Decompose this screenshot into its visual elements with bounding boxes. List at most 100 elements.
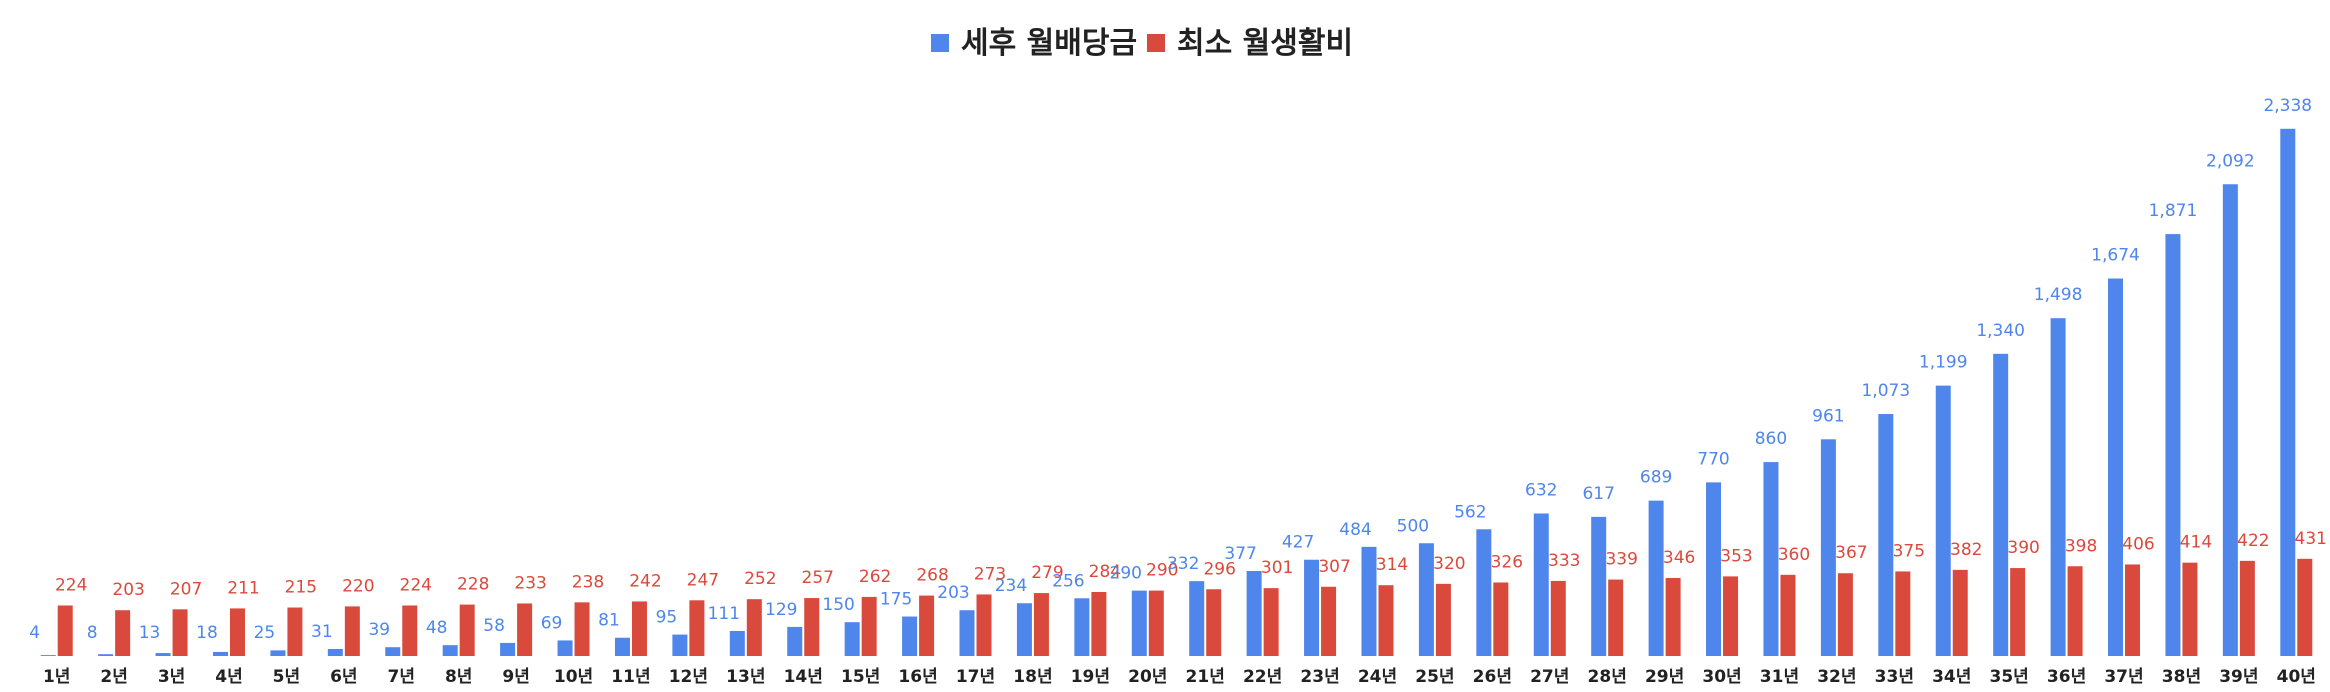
x-tick-label: 22년 [1243, 667, 1282, 687]
data-label-living-cost: 211 [227, 578, 259, 598]
data-label-dividend: 13 [139, 623, 161, 643]
bar-dividend [1648, 500, 1664, 656]
bar-dividend [2108, 278, 2124, 656]
bar-living-cost [631, 601, 647, 656]
legend-swatch-dividend [931, 34, 949, 52]
bar-living-cost [976, 594, 992, 656]
bar-dividend [155, 653, 171, 656]
data-label-dividend: 562 [1454, 502, 1486, 522]
data-label-living-cost: 314 [1376, 555, 1408, 575]
bar-living-cost [1378, 585, 1394, 656]
bar-living-cost [344, 606, 360, 656]
data-label-living-cost: 367 [1835, 543, 1867, 563]
x-tick-label: 11년 [611, 667, 650, 687]
data-label-living-cost: 279 [1031, 563, 1063, 583]
bar-living-cost [1550, 580, 1566, 656]
data-label-living-cost: 290 [1146, 561, 1178, 581]
x-tick-label: 8년 [445, 667, 472, 687]
bar-dividend [1246, 570, 1262, 656]
bar-living-cost [746, 599, 762, 656]
bar-living-cost [574, 602, 590, 656]
bar-dividend [557, 640, 573, 656]
bar-living-cost [2125, 564, 2141, 656]
data-label-living-cost: 414 [2180, 533, 2212, 553]
data-label-living-cost: 203 [112, 580, 144, 600]
legend-swatch-living-cost [1147, 34, 1165, 52]
data-label-dividend: 1,674 [2091, 246, 2140, 266]
legend-label-living-cost: 최소 월생활비 [1177, 26, 1353, 61]
bar-dividend [1189, 581, 1205, 656]
data-label-dividend: 256 [1052, 571, 1084, 591]
data-label-living-cost: 224 [55, 575, 87, 595]
data-label-living-cost: 233 [514, 573, 546, 593]
x-tick-label: 7년 [388, 667, 415, 687]
data-label-dividend: 111 [708, 604, 740, 624]
bar-living-cost [229, 608, 245, 656]
x-tick-label: 17년 [956, 667, 995, 687]
x-tick-label: 36년 [2047, 667, 2086, 687]
x-tick-label: 39년 [2219, 667, 2258, 687]
bar-dividend [1878, 414, 1894, 656]
bar-dividend [98, 654, 114, 656]
x-tick-label: 33년 [1875, 667, 1914, 687]
data-label-dividend: 500 [1397, 516, 1429, 536]
data-label-living-cost: 346 [1663, 548, 1695, 568]
data-label-living-cost: 390 [2007, 538, 2039, 558]
x-tick-label: 14년 [784, 667, 823, 687]
bar-dividend [1591, 516, 1607, 656]
data-label-dividend: 427 [1282, 533, 1314, 553]
bar-dividend [1533, 513, 1549, 656]
data-label-dividend: 860 [1755, 429, 1787, 449]
data-label-living-cost: 382 [1950, 540, 1982, 560]
data-label-dividend: 770 [1697, 449, 1729, 469]
bars-layer [40, 128, 2313, 657]
bar-living-cost [1895, 571, 1911, 656]
bar-dividend [327, 649, 343, 656]
bar-living-cost [2239, 560, 2255, 656]
data-label-dividend: 58 [483, 616, 505, 636]
data-label-living-cost: 406 [2122, 534, 2154, 554]
bar-living-cost [1665, 577, 1681, 656]
x-tick-label: 37년 [2104, 667, 2143, 687]
x-tick-label: 32년 [1817, 667, 1856, 687]
data-label-living-cost: 284 [1089, 562, 1121, 582]
data-label-living-cost: 326 [1491, 552, 1523, 572]
bar-dividend [442, 645, 458, 656]
data-label-dividend: 175 [880, 590, 912, 610]
bar-living-cost [1263, 588, 1279, 656]
x-tick-label: 29년 [1645, 667, 1684, 687]
x-axis-tick-labels: 1년 2년 3년 4년 5년 6년 7년 8년 9년 10년 11년 12년 13년 14년 15년 16년 1… [43, 667, 2316, 687]
value-labels-layer: 4224820313207182112521531220392244822858… [29, 96, 2327, 643]
bar-dividend [500, 642, 516, 656]
x-tick-label: 16년 [898, 667, 937, 687]
bar-living-cost [1608, 579, 1624, 656]
bar-living-cost [1206, 589, 1222, 656]
data-label-living-cost: 375 [1893, 541, 1925, 561]
data-label-dividend: 484 [1339, 520, 1371, 540]
bar-living-cost [2010, 568, 2026, 656]
x-tick-label: 30년 [1702, 667, 1741, 687]
data-label-dividend: 129 [765, 600, 797, 620]
data-label-dividend: 632 [1525, 480, 1557, 500]
bar-living-cost [1435, 583, 1451, 656]
data-label-dividend: 2,092 [2206, 151, 2255, 171]
data-label-living-cost: 224 [400, 575, 432, 595]
bar-living-cost [172, 609, 188, 656]
bar-living-cost [1321, 586, 1337, 656]
data-label-living-cost: 339 [1605, 550, 1637, 570]
x-tick-label: 23년 [1300, 667, 1339, 687]
data-label-living-cost: 252 [744, 569, 776, 589]
data-label-dividend: 31 [311, 622, 333, 642]
bar-dividend [1361, 546, 1377, 656]
x-tick-label: 18년 [1013, 667, 1052, 687]
data-label-dividend: 203 [937, 583, 969, 603]
data-label-living-cost: 296 [1203, 559, 1235, 579]
bar-dividend [1074, 598, 1090, 656]
bar-living-cost [2297, 558, 2313, 656]
data-label-dividend: 689 [1640, 468, 1672, 488]
bar-dividend [959, 610, 975, 656]
data-label-living-cost: 262 [859, 567, 891, 587]
x-tick-label: 9년 [502, 667, 529, 687]
data-label-dividend: 617 [1582, 484, 1614, 504]
